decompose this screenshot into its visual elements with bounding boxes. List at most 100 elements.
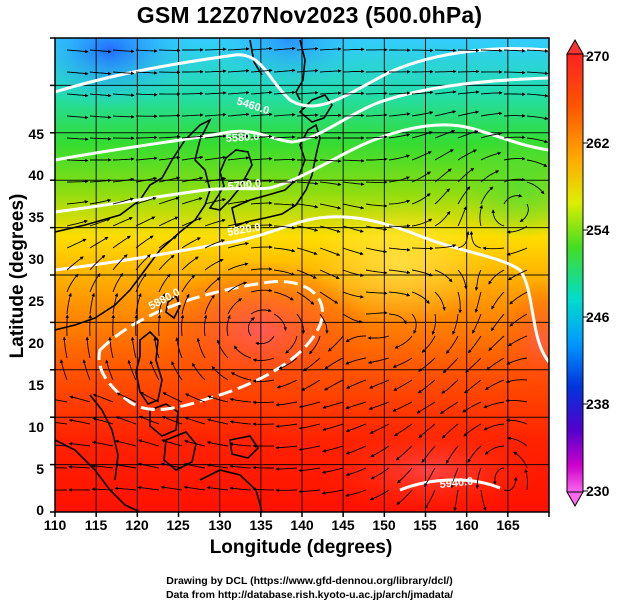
streamline-arrow (69, 395, 91, 403)
streamline-arrow (465, 357, 482, 373)
streamline-arrow (370, 467, 390, 480)
streamline-arrow (457, 90, 480, 95)
streamline-arrow (227, 69, 250, 73)
streamline-arrow (192, 362, 206, 381)
streamline-arrow (66, 137, 89, 141)
streamline-arrow (204, 218, 226, 227)
streamline-arrow (230, 372, 252, 381)
streamline-arrow (91, 464, 114, 469)
streamline-arrow (392, 357, 413, 368)
streamline-arrow (227, 156, 250, 161)
streamline-arrow (526, 159, 548, 167)
streamline-arrow (112, 115, 135, 119)
streamline-arrow (519, 203, 529, 222)
streamline-arrow (89, 236, 109, 249)
streamline-arrow (204, 91, 227, 95)
streamline-arrow (493, 467, 505, 485)
streamline-arrow (457, 167, 475, 183)
streamline-arrow (434, 129, 456, 139)
warm-core (320, 425, 540, 512)
streamline-arrow (298, 467, 321, 473)
streamline-arrow (490, 313, 505, 332)
streamline-arrow (66, 219, 88, 227)
contour-5940 (399, 478, 501, 492)
streamline-arrow (181, 176, 204, 183)
streamline-arrow (252, 379, 275, 383)
streamline-arrow (434, 69, 457, 74)
streamline-arrow (285, 335, 298, 354)
streamline-arrow (105, 359, 114, 381)
streamline-arrow (299, 401, 321, 409)
streamline-arrow (112, 49, 135, 54)
streamline-arrow (204, 47, 227, 52)
streamline-arrow (115, 439, 137, 447)
colorbar-tick-label: 238 (586, 396, 610, 412)
streamline-arrow (319, 181, 342, 187)
contour-5580 (55, 76, 549, 162)
streamline-arrow (434, 244, 457, 249)
streamline-arrow (89, 115, 112, 120)
streamline-arrow (181, 293, 190, 315)
streamline-arrow (181, 237, 201, 249)
streamline-arrow (480, 186, 494, 205)
streamline-arrow (250, 223, 273, 227)
streamline-arrow (365, 113, 388, 117)
streamline-arrow (273, 135, 296, 139)
streamline-arrow (322, 423, 344, 431)
streamline-arrow (388, 112, 411, 117)
x-tick-label: 135 (249, 517, 273, 533)
colorbar-tick-label: 246 (586, 309, 610, 325)
contour-label-5940: 5940.0 (439, 476, 474, 491)
streamline-arrow (507, 335, 528, 347)
streamline-arrow (227, 47, 250, 51)
streamline-arrow (526, 137, 549, 143)
streamline-arrow (301, 379, 321, 391)
y-tick-label: 40 (28, 167, 44, 183)
y-tick-label: 0 (36, 502, 44, 518)
streamline-arrow (345, 357, 367, 365)
streamline-arrow (388, 224, 411, 228)
colorbar (566, 38, 588, 508)
x-tick-label: 145 (331, 517, 355, 533)
streamline-arrow (89, 254, 106, 271)
streamline-arrow (66, 292, 72, 315)
streamline-arrow (250, 245, 273, 249)
streamline-arrow (204, 155, 227, 161)
x-tick-label: 110 (43, 517, 67, 533)
streamline-arrow (411, 193, 431, 205)
streamline-arrow (491, 291, 505, 310)
streamline-arrow (434, 168, 452, 183)
streamline-arrow (157, 314, 162, 337)
streamline-arrow (139, 392, 160, 403)
streamline-arrow (158, 254, 175, 271)
streamline-arrow (250, 134, 273, 139)
streamline-arrow (229, 486, 252, 491)
streamline-arrow (273, 112, 296, 117)
streamline-arrow (67, 179, 89, 184)
streamline-arrow (158, 176, 181, 183)
streamline-arrow (411, 131, 433, 139)
streamline-arrow (227, 241, 249, 249)
streamline-arrow (66, 115, 89, 120)
streamline-arrow (504, 92, 526, 96)
streamline-arrow (453, 489, 459, 512)
streamline-arrow (137, 462, 160, 469)
streamline-arrow (108, 336, 114, 359)
streamline-arrow (298, 445, 321, 452)
streamline-arrow (319, 113, 342, 118)
streamline-arrow (135, 71, 158, 75)
streamline-arrow (296, 247, 318, 255)
streamline-arrow (204, 239, 225, 249)
streamline-arrow (296, 269, 317, 279)
streamline-arrow (367, 335, 390, 340)
streamline-arrow (135, 216, 156, 227)
streamline-arrow (509, 291, 528, 305)
streamline-arrow (457, 186, 471, 205)
contour-label-5820: 5820.0 (226, 221, 261, 239)
streamline-arrow (112, 254, 128, 271)
streamline-arrow (250, 308, 272, 315)
streamline-arrow (181, 155, 204, 161)
height-contours (55, 47, 549, 492)
streamline-arrow (342, 247, 364, 256)
